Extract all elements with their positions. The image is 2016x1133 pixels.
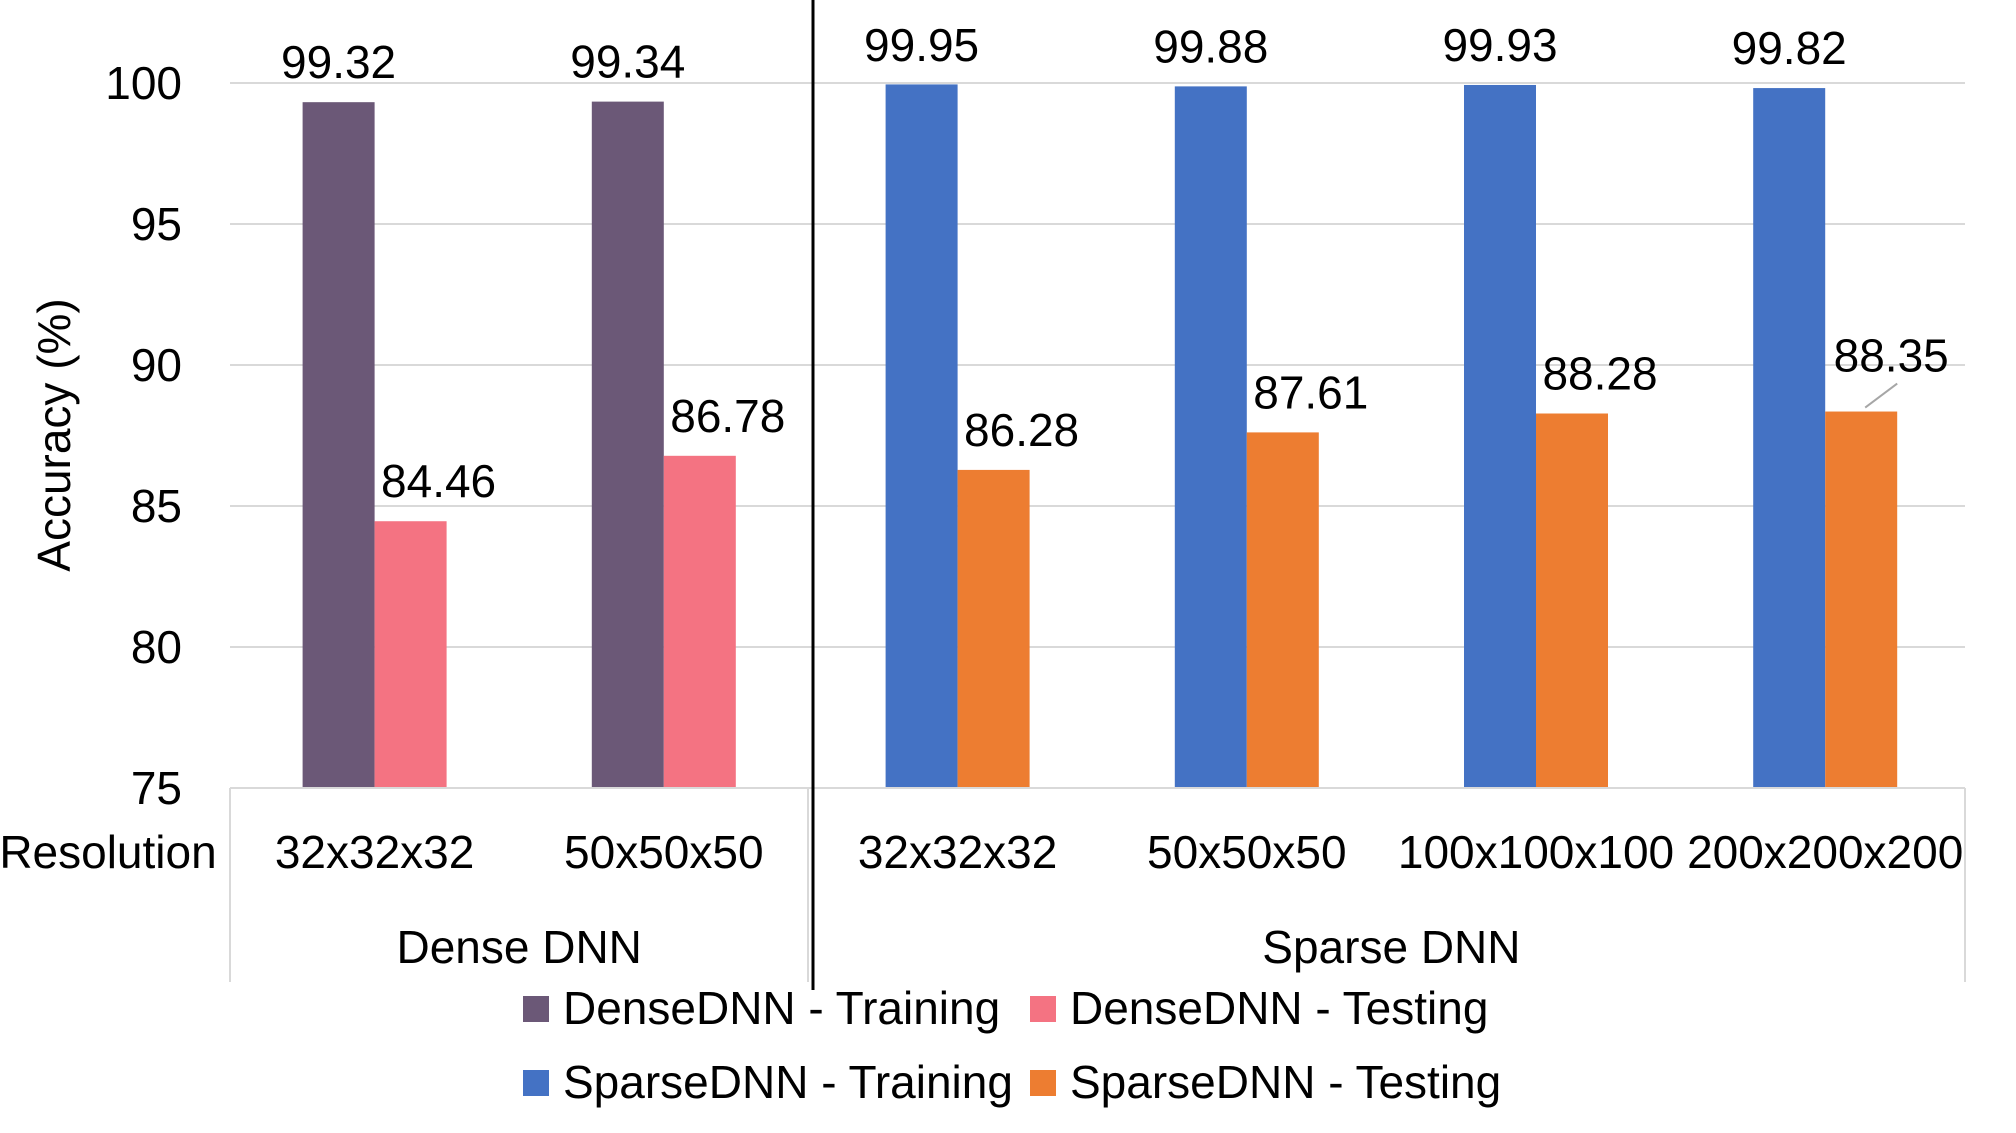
bar: [1464, 84, 1536, 788]
group-label: Sparse DNN: [1262, 921, 1520, 973]
bar: [1174, 86, 1247, 788]
y-tick-label: 90: [131, 339, 182, 391]
data-label: 99.95: [864, 19, 979, 71]
category-label: 200x200x200: [1687, 826, 1963, 878]
data-label: 99.34: [570, 36, 685, 88]
bar: [591, 101, 664, 788]
data-label: 99.88: [1153, 20, 1268, 72]
data-labels: 99.32 84.46 99.34 86.78 99.95 86.28 99.88 87.61…: [281, 19, 1949, 507]
gridlines: [230, 82, 1965, 789]
category-label: 32x32x32: [858, 826, 1058, 878]
y-axis-title: Accuracy (%): [28, 298, 80, 571]
data-label: 88.35: [1834, 330, 1949, 382]
bars: [302, 84, 1898, 789]
y-tick-label: 85: [131, 480, 182, 532]
category-label: 100x100x100: [1398, 826, 1674, 878]
y-tick-label: 75: [131, 762, 182, 814]
bar: [1536, 413, 1608, 788]
category-axis: 32x32x32 50x50x50 Dense DNN 32x32x32 50x50x5…: [229, 0, 1966, 990]
legend-swatch: [1030, 1070, 1056, 1096]
y-tick-label: 80: [131, 621, 182, 673]
legend-swatch: [523, 1070, 549, 1096]
bar: [663, 455, 736, 788]
data-label: 86.28: [964, 404, 1079, 456]
bar: [1825, 411, 1898, 788]
bar: [374, 521, 447, 788]
category-label: 50x50x50: [1147, 826, 1347, 878]
data-label: 84.46: [381, 455, 496, 507]
bar: [302, 102, 375, 788]
data-label: 86.78: [670, 390, 785, 442]
data-label: 99.32: [281, 36, 396, 88]
data-label: 88.28: [1542, 348, 1657, 400]
y-axis: 75 80 85 90 95 100: [105, 57, 182, 814]
y-tick-label: 95: [131, 198, 182, 250]
legend-swatch: [1030, 996, 1056, 1022]
legend-label: DenseDNN - Testing: [1070, 982, 1488, 1034]
legend: DenseDNN - Training DenseDNN - Testing Spa…: [523, 982, 1501, 1108]
data-label: 99.82: [1732, 22, 1847, 74]
y-tick-label: 100: [105, 57, 182, 109]
bar: [957, 469, 1030, 788]
bar: [1753, 88, 1826, 789]
category-axis-title: Resolution: [0, 826, 217, 878]
legend-swatch: [523, 996, 549, 1022]
data-label: 99.93: [1442, 19, 1557, 71]
legend-label: SparseDNN - Training: [563, 1056, 1013, 1108]
category-label: 50x50x50: [564, 826, 764, 878]
data-label: 87.61: [1253, 366, 1368, 418]
leader-line: [1864, 382, 1898, 409]
legend-label: DenseDNN - Training: [563, 982, 1000, 1034]
bar: [885, 84, 958, 788]
bar: [1246, 432, 1319, 788]
category-label: 32x32x32: [275, 826, 475, 878]
legend-label: SparseDNN - Testing: [1070, 1056, 1501, 1108]
group-label: Dense DNN: [396, 921, 641, 973]
